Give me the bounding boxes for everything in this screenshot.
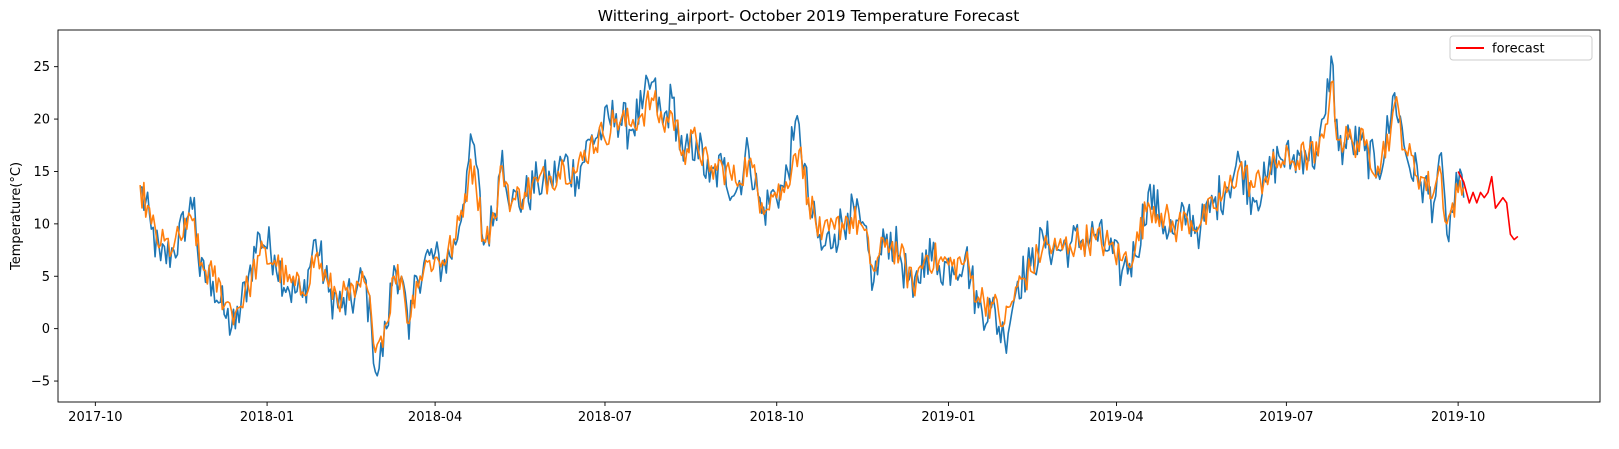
legend-forecast-label: forecast <box>1492 42 1545 57</box>
series-layer <box>139 55 1519 377</box>
legend-box <box>1449 35 1593 61</box>
x-tick-label: 2019-01 <box>921 410 975 425</box>
x-tick-label: 2018-01 <box>240 410 294 425</box>
series-line-forecast <box>1457 171 1519 241</box>
y-tick-label: −5 <box>31 375 50 390</box>
y-axis: −5 0 5 10 15 20 25 <box>31 60 58 390</box>
x-tick-label: 2018-04 <box>408 410 462 425</box>
x-tick-label: 2018-07 <box>578 410 632 425</box>
y-tick-label: 25 <box>33 60 50 75</box>
y-tick-label: 5 <box>42 270 50 285</box>
y-tick-label: 15 <box>33 165 50 180</box>
y-axis-label: Temperature(°C) <box>9 162 24 271</box>
y-tick-label: 20 <box>33 113 50 128</box>
x-tick-label: 2017-10 <box>68 410 122 425</box>
x-tick-label: 2019-07 <box>1259 410 1313 425</box>
x-tick-label: 2019-10 <box>1431 410 1485 425</box>
series-line-fitted <box>139 80 1465 354</box>
x-tick-label: 2019-04 <box>1089 410 1143 425</box>
y-tick-label: 0 <box>42 322 50 337</box>
plot-frame <box>57 29 1601 403</box>
y-tick-label: 10 <box>33 217 50 232</box>
x-tick-label: 2018-10 <box>750 410 804 425</box>
x-axis: 2017-10 2018-01 2018-04 2018-07 2018-10 2019-… <box>68 402 1485 425</box>
chart-title: Wittering_airport- October 2019 Temperat… <box>598 7 1020 26</box>
legend[interactable]: forecast <box>1449 35 1593 61</box>
